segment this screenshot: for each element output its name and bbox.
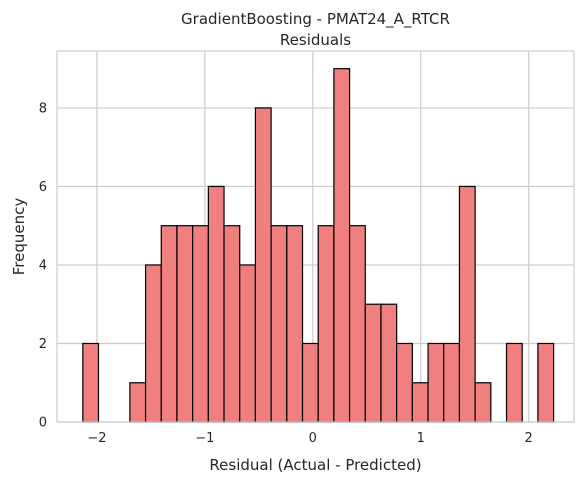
chart-subtitle: Residuals (280, 31, 351, 49)
x-tick-label: 0 (309, 431, 317, 446)
y-axis-label: Frequency (10, 198, 28, 276)
x-tick-label: −1 (195, 431, 214, 446)
histogram-bar (317, 225, 335, 423)
histogram-bar (301, 342, 319, 423)
histogram-bar (160, 225, 178, 423)
histogram-bar (380, 303, 398, 423)
histogram-bar (270, 225, 288, 423)
ticks-layer: −2 −1 0 1 2 0 2 4 6 8 (39, 101, 533, 446)
histogram-bar (192, 225, 209, 423)
x-axis-label: Residual (Actual - Predicted) (209, 456, 421, 474)
histogram-bar (223, 225, 241, 423)
chart-title: GradientBoosting - PMAT24_A_RTCR (181, 10, 450, 29)
histogram-bar (411, 382, 429, 423)
x-tick-label: 2 (525, 431, 533, 446)
y-tick-label: 6 (39, 180, 47, 195)
histogram-bar (333, 68, 351, 423)
histogram-bar (364, 303, 382, 423)
histogram-bar (474, 382, 492, 423)
y-tick-label: 0 (39, 416, 47, 431)
x-tick-label: 1 (417, 431, 425, 446)
histogram-bar (505, 342, 523, 423)
bars-layer (82, 68, 555, 423)
x-tick-label: −2 (87, 431, 106, 446)
y-tick-label: 8 (39, 101, 47, 116)
histogram-bar (239, 264, 257, 423)
histogram-bar (176, 225, 194, 423)
histogram-bar (427, 342, 445, 423)
histogram-bar (286, 225, 304, 423)
y-tick-label: 4 (39, 258, 47, 273)
histogram-bar (144, 264, 162, 423)
histogram-bar (207, 185, 225, 423)
histogram-bar (537, 342, 555, 423)
y-tick-label: 2 (39, 337, 47, 352)
histogram-bar (348, 225, 366, 423)
histogram-bar (443, 342, 461, 423)
histogram-bar (254, 107, 272, 423)
histogram-bar (458, 185, 476, 423)
plot-frame (56, 50, 575, 423)
histogram-bar (396, 342, 413, 423)
histogram-bar (129, 382, 147, 423)
histogram-bar (82, 342, 100, 423)
